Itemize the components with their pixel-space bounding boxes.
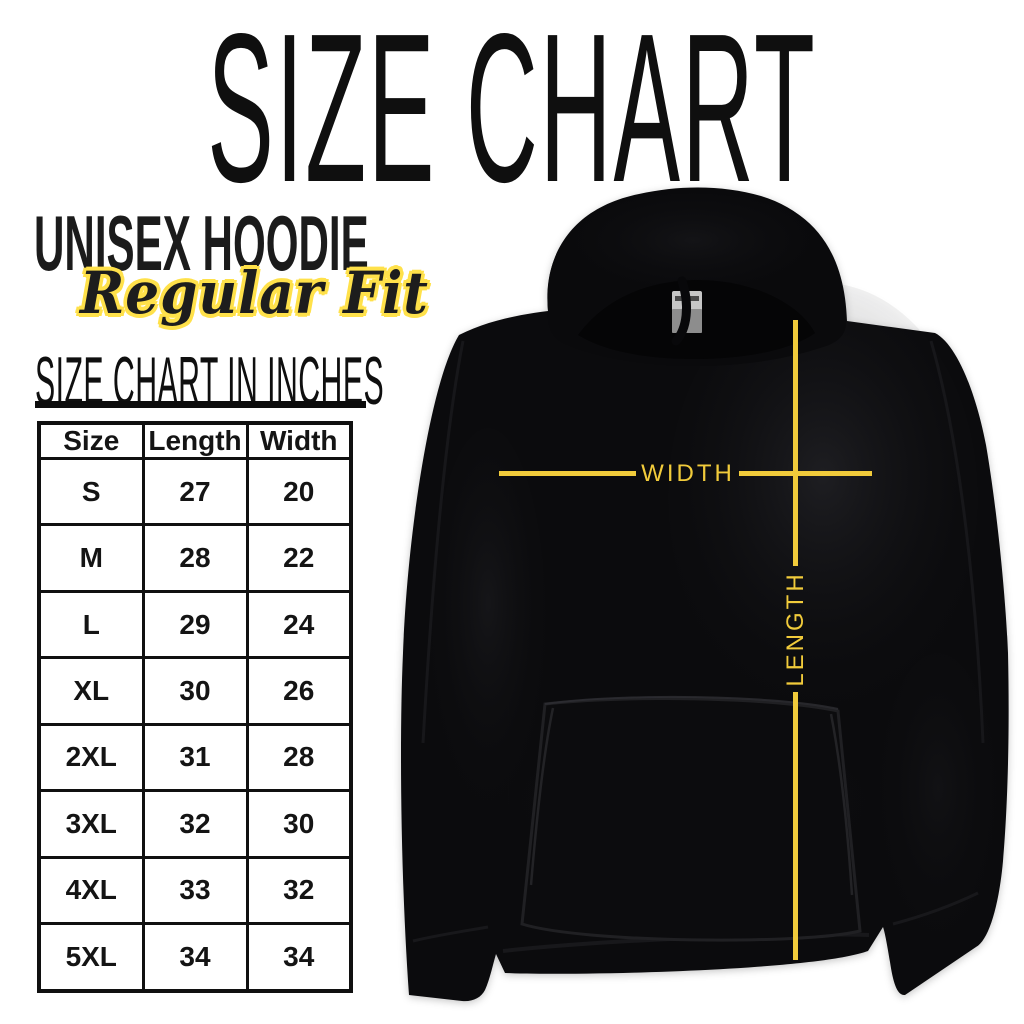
hoodie-illustration <box>401 187 1009 1002</box>
table-cell: M <box>37 523 145 593</box>
cuff-seam-left <box>412 925 489 943</box>
pocket-top-highlight <box>544 695 839 710</box>
table-cell: 34 <box>245 922 353 993</box>
length-measure-line-top <box>793 320 798 566</box>
product-fit-label: Regular Fit <box>80 259 429 327</box>
table-cell: 22 <box>245 523 353 593</box>
size-table: Size Length Width S 27 20 M 28 22 L 29 24 XL 30 26 2XL… <box>37 421 353 993</box>
table-row: 2XL 31 28 <box>37 722 353 793</box>
table-cell: 30 <box>245 789 353 859</box>
table-cell: S <box>37 456 145 527</box>
fabric-highlight <box>668 283 978 713</box>
table-header-cell: Length <box>141 421 249 460</box>
table-cell: 4XL <box>37 855 145 926</box>
hoodie-photo <box>393 183 1024 1024</box>
width-measure-line-right <box>739 471 872 476</box>
fabric-highlight <box>430 428 546 818</box>
table-cell: 30 <box>141 656 249 726</box>
hood-drawstring <box>671 276 691 346</box>
width-measure-line-left <box>499 471 636 476</box>
table-cell: 26 <box>245 656 353 726</box>
table-cell: L <box>37 589 145 660</box>
table-cell: 20 <box>245 456 353 527</box>
table-row: S 27 20 <box>37 456 353 527</box>
width-measure-label: WIDTH <box>641 460 735 487</box>
table-cell: 28 <box>245 722 353 793</box>
table-header-row: Size Length Width <box>37 421 353 460</box>
table-row: XL 30 26 <box>37 656 353 726</box>
table-cell: 28 <box>141 523 249 593</box>
table-cell: 32 <box>245 855 353 926</box>
kangaroo-pocket <box>520 697 862 942</box>
table-cell: 33 <box>141 855 249 926</box>
length-measure-line-bottom <box>793 692 798 960</box>
page-title: SIZE CHART <box>207 0 817 226</box>
table-row: 3XL 32 30 <box>37 789 353 859</box>
hood-highlight <box>568 193 818 297</box>
table-cell: 3XL <box>37 789 145 859</box>
table-row: 4XL 33 32 <box>37 855 353 926</box>
table-row: 5XL 34 34 <box>37 922 353 993</box>
length-measure-label: LENGTH <box>782 571 809 687</box>
table-header-cell: Size <box>37 421 145 460</box>
cuff-seam-right <box>892 891 979 926</box>
table-cell: 2XL <box>37 722 145 793</box>
table-cell: 24 <box>245 589 353 660</box>
table-cell: 31 <box>141 722 249 793</box>
sleeve-seam-left <box>421 340 465 744</box>
fabric-highlight <box>878 653 998 953</box>
table-cell: XL <box>37 656 145 726</box>
table-header-cell: Width <box>245 421 353 460</box>
table-row: L 29 24 <box>37 589 353 660</box>
size-table-head: Size Length Width <box>37 421 353 460</box>
heading-underline <box>35 401 366 408</box>
pocket-opening-seam-right <box>829 713 854 896</box>
size-table-body: S 27 20 M 28 22 L 29 24 XL 30 26 2XL 31 28 3XL 32 30 4XL 33… <box>37 456 353 993</box>
pocket-opening-seam-left <box>529 707 555 886</box>
table-row: M 28 22 <box>37 523 353 593</box>
table-cell: 27 <box>141 456 249 527</box>
table-cell: 29 <box>141 589 249 660</box>
table-cell: 5XL <box>37 922 145 993</box>
table-cell: 34 <box>141 922 249 993</box>
sleeve-seam-right <box>929 340 985 744</box>
table-cell: 32 <box>141 789 249 859</box>
product-name: UNISEX HOODIE <box>34 199 369 287</box>
